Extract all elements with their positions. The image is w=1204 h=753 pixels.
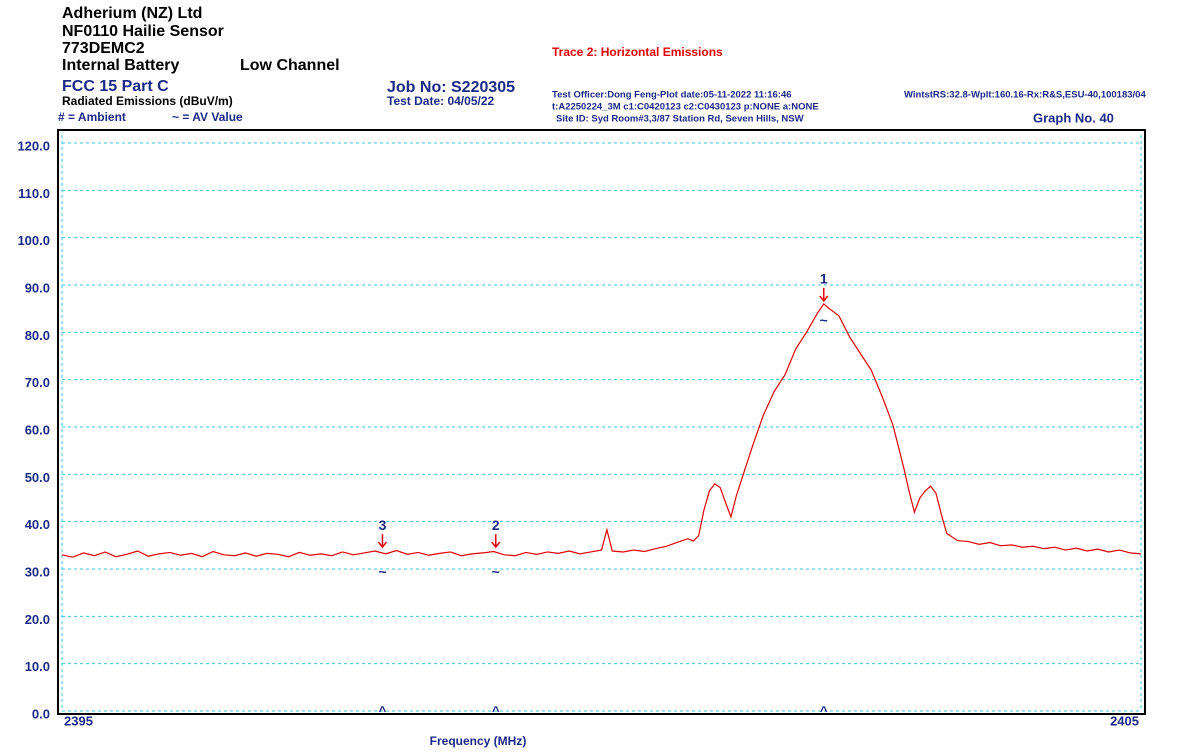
marker-label: 2 <box>492 517 500 533</box>
channel: Low Channel <box>240 57 340 74</box>
av-marker: ~ <box>492 564 500 580</box>
y-tick-label: 70.0 <box>25 375 50 390</box>
marker-label: 1 <box>820 271 828 287</box>
x-axis-label: Frequency (MHz) <box>430 734 527 748</box>
officer: Test Officer:Dong Feng-Plot date:05-11-2… <box>552 90 792 101</box>
marker-arrow <box>377 534 388 549</box>
product: NF0110 Hailie Sensor <box>62 23 224 40</box>
transducers: t:A2250224_3M c1:C0420123 c2:C0430123 p:… <box>552 102 819 113</box>
y-tick-label: 100.0 <box>17 233 50 248</box>
marker-arrow <box>491 534 501 549</box>
legend-av: ~ = AV Value <box>172 110 243 124</box>
y-tick-label: 120.0 <box>17 138 50 153</box>
x-tick-label: 2395 <box>64 713 93 728</box>
limit-marker: ^ <box>492 703 500 718</box>
y-tick-label: 10.0 <box>25 659 50 674</box>
trace-line <box>61 303 1142 558</box>
company: Adherium (NZ) Ltd <box>62 5 202 22</box>
av-marker: ~ <box>820 312 828 328</box>
limit-marker: ^ <box>379 703 387 718</box>
av-marker: ~ <box>378 564 386 580</box>
model: 773DEMC2 <box>62 40 145 57</box>
y-tick-label: 60.0 <box>25 422 50 437</box>
measurement: Radiated Emissions (dBuV/m) <box>62 94 233 108</box>
power: Internal Battery <box>62 57 179 74</box>
test-date: Test Date: 04/05/22 <box>387 94 494 108</box>
marker-arrow <box>819 287 829 303</box>
x-tick-label: 2405 <box>1110 713 1139 728</box>
y-tick-label: 0.0 <box>32 706 50 721</box>
software: WintstRS:32.8-Wplt:160.16-Rx:R&S,ESU-40,… <box>904 90 1146 101</box>
trace-name: Trace 2: Horizontal Emissions <box>552 45 723 59</box>
plot-frame <box>57 129 1146 715</box>
y-tick-label: 40.0 <box>25 517 50 532</box>
y-tick-label: 20.0 <box>25 612 50 627</box>
y-tick-label: 90.0 <box>25 280 50 295</box>
graph-number: Graph No. 40 <box>1033 110 1114 125</box>
limit-marker: ^ <box>820 703 828 718</box>
y-tick-label: 110.0 <box>18 186 50 201</box>
standard: FCC 15 Part C <box>62 78 169 95</box>
legend-ambient: # = Ambient <box>58 110 126 124</box>
site: Site ID: Syd Room#3,3/87 Station Rd, Sev… <box>556 114 804 125</box>
y-tick-label: 50.0 <box>25 470 50 485</box>
marker-label: 3 <box>379 517 387 533</box>
job-number: Job No: S220305 <box>387 79 515 96</box>
y-tick-label: 30.0 <box>25 564 50 579</box>
y-tick-label: 80.0 <box>25 328 50 343</box>
